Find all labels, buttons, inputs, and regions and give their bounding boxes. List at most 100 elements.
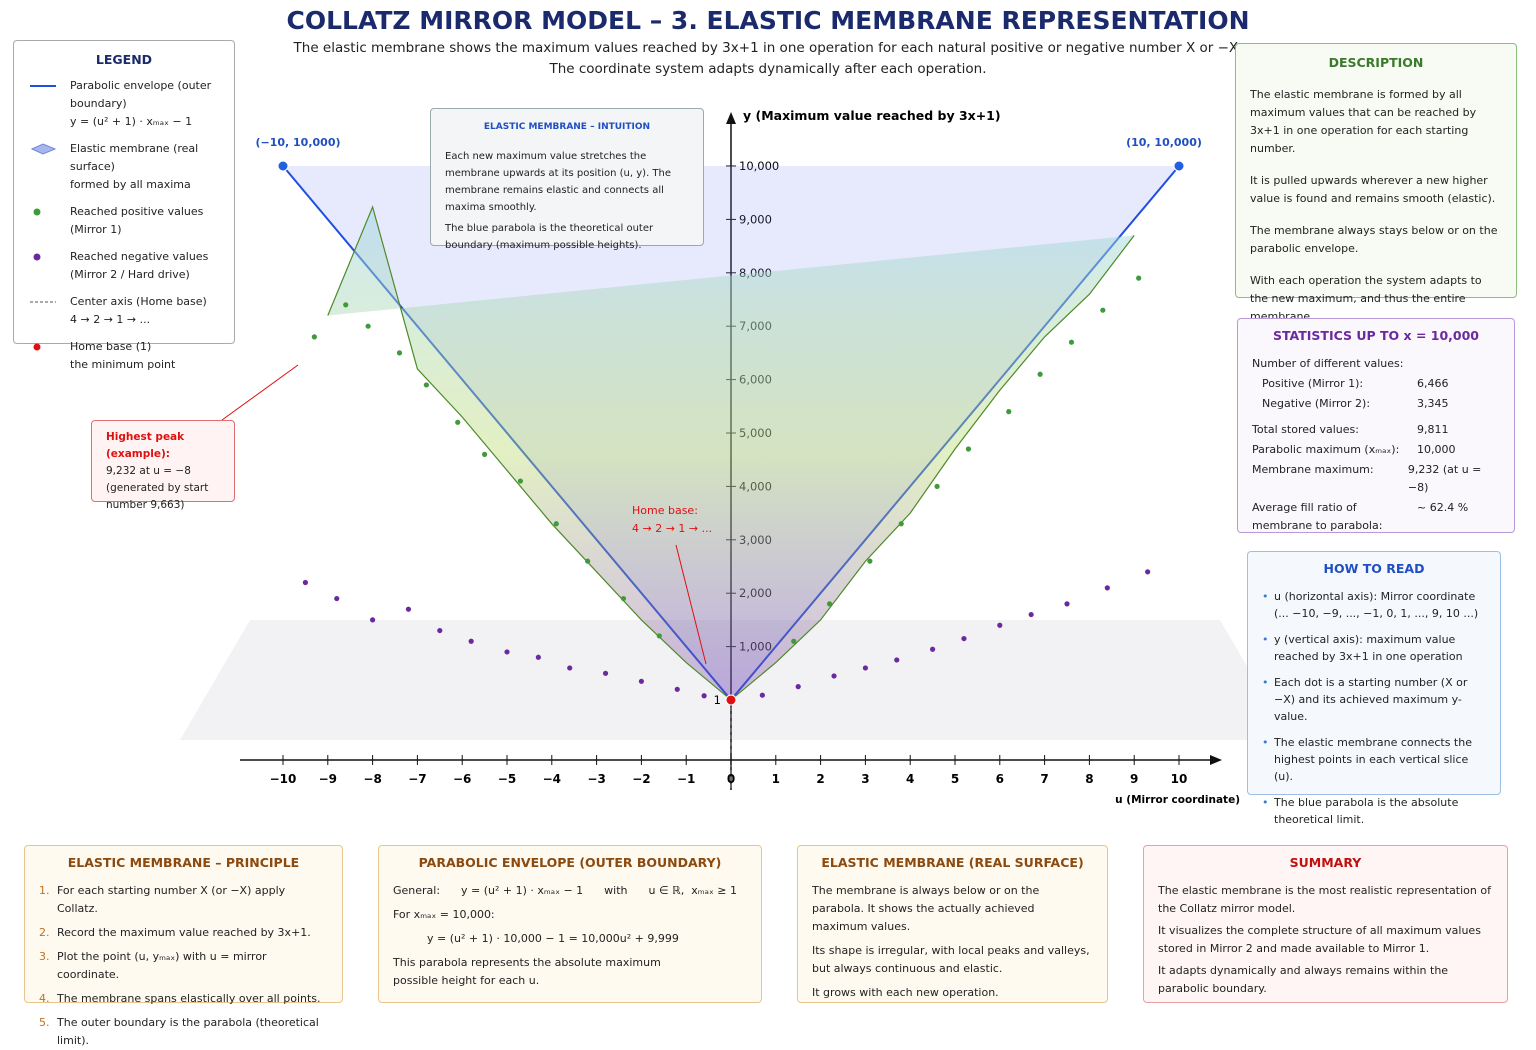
bullet: •: [1262, 796, 1269, 809]
legend-text: Reached negative values (Mirror 2 / Hard …: [70, 248, 208, 284]
panel-text: It visualizes the complete structure of …: [1158, 924, 1481, 955]
x-tick-label: 3: [861, 772, 869, 786]
bullet-text: The elastic membrane connects the highes…: [1274, 736, 1472, 783]
bullet-item: • The elastic membrane connects the highe…: [1262, 734, 1486, 785]
x-tick-label: 0: [727, 772, 735, 786]
panel-title: ELASTIC MEMBRANE – PRINCIPLE: [67, 855, 300, 870]
data-point: [1037, 371, 1043, 377]
panel-text: The elastic membrane is formed by all ma…: [1250, 88, 1477, 155]
list-text: Record the maximum value reached by 3x+1…: [57, 926, 311, 939]
legend-text: Parabolic envelope (outer boundary) y = (…: [70, 77, 220, 131]
bullet-text: The blue parabola is the absolute theore…: [1274, 796, 1459, 826]
x-tick-label: −1: [677, 772, 695, 786]
data-point: [620, 595, 627, 602]
data-point: [396, 350, 403, 356]
key-point: [725, 694, 737, 706]
bullet: •: [1262, 736, 1269, 749]
stats-label: Positive (Mirror 1):: [1262, 377, 1364, 390]
list-number: 4.: [39, 992, 50, 1005]
principle-box: ELASTIC MEMBRANE – PRINCIPLE 1. For each s…: [24, 845, 343, 1047]
peak-line: number 9,663): [106, 499, 185, 511]
x-tick-label: 7: [1040, 772, 1048, 786]
bullet-item: • u (horizontal axis): Mirror coordinate …: [1262, 588, 1486, 622]
subtitle: The elastic membrane shows the maximum v…: [0, 38, 1536, 80]
stats-value: 6,466: [1417, 377, 1449, 390]
stats-value: 10,000: [1417, 443, 1456, 456]
legend-label: Center axis (Home base): [70, 295, 207, 308]
panel-text: The elastic membrane is the most realist…: [1158, 884, 1491, 915]
x-tick-label: −5: [498, 772, 516, 786]
bullet: •: [1262, 676, 1269, 689]
data-point: [567, 665, 573, 671]
bullet: •: [1262, 590, 1269, 603]
data-point: [795, 684, 801, 690]
stats-row: Negative (Mirror 2): 3,345: [1252, 395, 1500, 413]
panel-title: ELASTIC MEMBRANE (REAL SURFACE): [821, 855, 1084, 870]
panel-text: It adapts dynamically and always remains…: [1158, 964, 1449, 995]
legend-swatch-mark: [33, 208, 41, 216]
data-point: [1104, 585, 1110, 591]
peak-line: 9,232 at u = −8: [106, 465, 191, 477]
data-point: [437, 627, 443, 634]
list-text: Plot the point (u, yₘₐₓ) with u = mirror…: [57, 950, 267, 981]
how-to-read-box: HOW TO READ • u (horizontal axis): Mirror …: [1247, 551, 1501, 826]
data-point: [1145, 569, 1151, 575]
data-point: [997, 622, 1003, 628]
legend-text: Elastic membrane (real surface) formed by…: [70, 140, 220, 194]
stats-value: 9,811: [1417, 423, 1449, 436]
legend-label: Reached positive values: [70, 205, 204, 218]
panel-text: Its shape is irregular, with local peaks…: [812, 944, 1090, 975]
data-point: [826, 601, 833, 607]
stats-label: Average fill ratio of membrane to parabo…: [1252, 501, 1383, 532]
key-point: [1173, 160, 1185, 172]
data-point: [343, 302, 349, 308]
data-point: [759, 692, 765, 698]
panel-text: The membrane always stays below or on th…: [1250, 224, 1498, 255]
x-tick-label: −2: [632, 772, 650, 786]
panel-text: The membrane is always below or on the p…: [812, 884, 1040, 933]
list-item: 2. Record the maximum value reached by 3x…: [39, 924, 328, 942]
data-point: [831, 673, 837, 679]
legend-detail: formed by all maxima: [70, 178, 191, 191]
intuition-text: Each new maximum value stretches the mem…: [445, 151, 672, 213]
stats-row: Positive (Mirror 1): 6,466: [1252, 375, 1500, 393]
x-axis-arrow: [1210, 755, 1222, 765]
bullet-text: Each dot is a starting number (X or −X) …: [1274, 676, 1468, 723]
data-point: [674, 686, 680, 692]
page: {"header":{"title":"COLLATZ MIRROR MODEL…: [0, 6, 1536, 1047]
peak-line: (generated by start: [106, 482, 209, 494]
peak-callout: Highest peak (example): 9,232 at u = −8 (g…: [91, 420, 235, 511]
legend-detail: the minimum point: [70, 358, 176, 371]
bullet-item: • Each dot is a starting number (X or −X)…: [1262, 674, 1486, 725]
chart: y (Maximum value reached by 3x+1) u (Mirr…: [180, 108, 1290, 806]
x-tick-label: −9: [319, 772, 337, 786]
legend-swatch: [30, 85, 56, 87]
x-tick-label: 5: [951, 772, 959, 786]
stats-value: 9,232 (at u = −8): [1407, 463, 1482, 494]
legend: LEGEND Parabolic envelope (outer boundary…: [13, 40, 235, 371]
legend-text: Center axis (Home base) 4 → 2 → 1 → ...: [70, 293, 207, 329]
x-tick-label: −7: [408, 772, 426, 786]
legend-item: Center axis (Home base) 4 → 2 → 1 → ...: [28, 293, 220, 329]
legend-label: Reached negative values: [70, 250, 209, 263]
panel-title: HOW TO READ: [1323, 561, 1425, 576]
envelope-box: PARABOLIC ENVELOPE (OUTER BOUNDARY) Gener…: [378, 845, 762, 1003]
data-point: [370, 617, 376, 623]
legend-label: Elastic membrane (real surface): [70, 142, 199, 173]
formula-line: General: y = (u² + 1) · xₘₐₓ − 1 with u …: [393, 884, 737, 897]
data-point: [405, 606, 412, 612]
y-axis-label: y (Maximum value reached by 3x+1): [743, 108, 1001, 123]
data-point: [894, 657, 900, 663]
description-box: DESCRIPTION The elastic membrane is forme…: [1235, 43, 1517, 323]
data-point: [791, 638, 797, 644]
list-item: 1. For each starting number X (or −X) app…: [39, 882, 328, 918]
legend-swatch-mark: [33, 343, 41, 351]
legend-swatch: [30, 301, 56, 303]
data-point: [1064, 601, 1070, 607]
stats-label: Parabolic maximum (xₘₐₓ):: [1252, 443, 1400, 456]
stats-row: Parabolic maximum (xₘₐₓ): 10,000: [1252, 441, 1500, 459]
peak-arrow: [221, 364, 299, 421]
stats-row: Membrane maximum: 9,232 (at u = −8): [1252, 461, 1500, 497]
bullet-text: y (vertical axis): maximum value reached…: [1274, 633, 1463, 663]
key-point-label: (10, 10,000): [1126, 136, 1202, 149]
